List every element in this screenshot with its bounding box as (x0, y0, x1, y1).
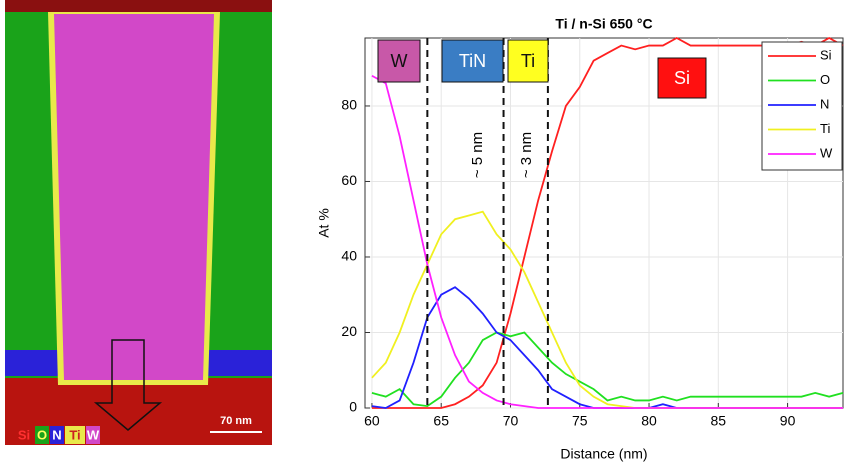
series-line (371, 331, 844, 408)
element-label: Ti (69, 427, 80, 442)
legend-label: N (820, 96, 829, 111)
region-box (441, 39, 504, 83)
scale-text: 70 nm (220, 415, 252, 427)
x-tick-label: 80 (641, 413, 657, 429)
legend-label: W (820, 145, 833, 160)
element-swatch (14, 426, 34, 444)
eds-map: 70 nm (5, 0, 272, 445)
x-tick-label: 65 (433, 413, 449, 429)
element-label: N (52, 427, 61, 442)
top-strip (5, 0, 272, 12)
arrow (93, 339, 163, 431)
x-tick-label: 75 (572, 413, 588, 429)
x-tick-label: 85 (711, 413, 727, 429)
x-axis-label: Distance (nm) (560, 446, 647, 462)
region-label: Si (674, 68, 690, 88)
element-swatch (65, 426, 85, 444)
annotation: ~ 5 nm (469, 132, 486, 178)
region-box (507, 39, 549, 83)
region-label: TiN (459, 51, 486, 71)
series-line (371, 74, 843, 409)
element-labels: Si O N Ti W (14, 426, 100, 444)
region-box (657, 57, 707, 99)
element-swatch (35, 426, 49, 444)
element-label: Si (18, 427, 30, 442)
region-label: Ti (521, 51, 535, 71)
y-tick-label: 0 (349, 399, 357, 415)
x-tick-label: 90 (780, 413, 796, 429)
annotation: ~ 3 nm (518, 132, 535, 178)
element-swatch (50, 426, 64, 444)
region-box (377, 39, 421, 83)
w-plug (54, 14, 214, 380)
chart-title: Ti / n-Si 650 °C (555, 16, 652, 32)
region-label: W (391, 51, 408, 71)
legend-label: O (820, 72, 830, 87)
x-tick-label: 60 (364, 413, 380, 429)
x-tick-label: 70 (503, 413, 519, 429)
y-axis-label: At % (316, 208, 332, 238)
element-label: O (37, 427, 47, 442)
legend-label: Si (820, 47, 832, 62)
legend-label: Ti (820, 121, 830, 136)
si-region (5, 378, 272, 445)
y-tick-label: 40 (341, 248, 357, 264)
y-tick-label: 80 (341, 97, 357, 113)
y-tick-label: 60 (341, 172, 357, 188)
y-tick-label: 20 (341, 323, 357, 339)
legend-box (761, 41, 843, 171)
element-label: W (87, 427, 100, 442)
element-swatch (86, 426, 100, 444)
